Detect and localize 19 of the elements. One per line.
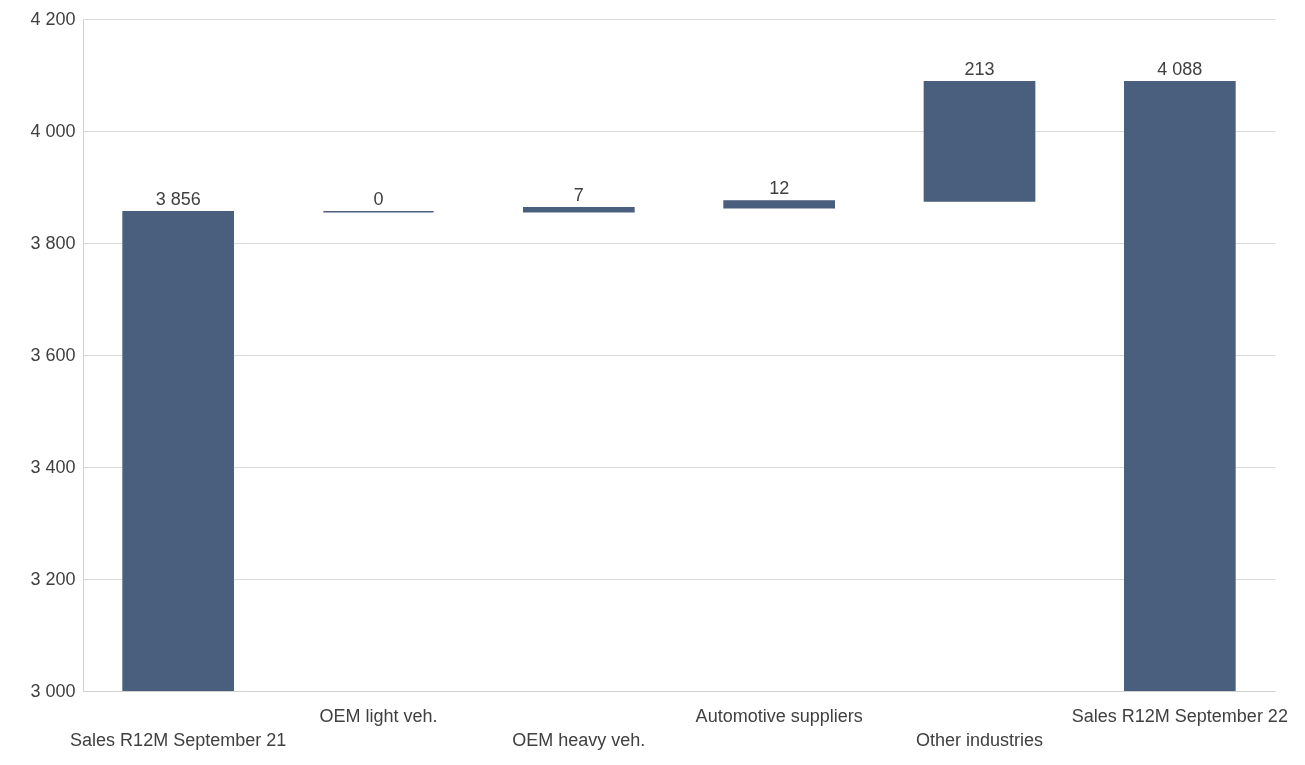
x-tick-label: Sales R12M September 21 [70, 729, 287, 750]
x-tick-label: Sales R12M September 22 [1071, 705, 1288, 726]
data-label: 213 [964, 58, 995, 79]
y-tick-label: 3 000 [30, 680, 76, 701]
data-label: 3 856 [155, 188, 201, 209]
data-label: 4 088 [1157, 58, 1203, 79]
data-label: 0 [373, 188, 384, 209]
y-tick-label: 3 600 [30, 344, 76, 365]
y-tick-label: 4 200 [30, 8, 76, 29]
y-tick-label: 3 400 [30, 456, 76, 477]
x-tick-label: OEM light veh. [319, 705, 438, 726]
data-label: 12 [769, 178, 790, 198]
x-tick-label: Automotive suppliers [695, 705, 863, 726]
y-tick-label: 4 000 [30, 120, 76, 141]
y-tick-label: 3 200 [30, 568, 76, 589]
x-tick-label: Other industries [915, 729, 1044, 750]
y-tick-label: 3 800 [30, 232, 76, 253]
x-tick-label: OEM heavy veh. [512, 729, 646, 750]
data-label: 7 [573, 184, 584, 205]
